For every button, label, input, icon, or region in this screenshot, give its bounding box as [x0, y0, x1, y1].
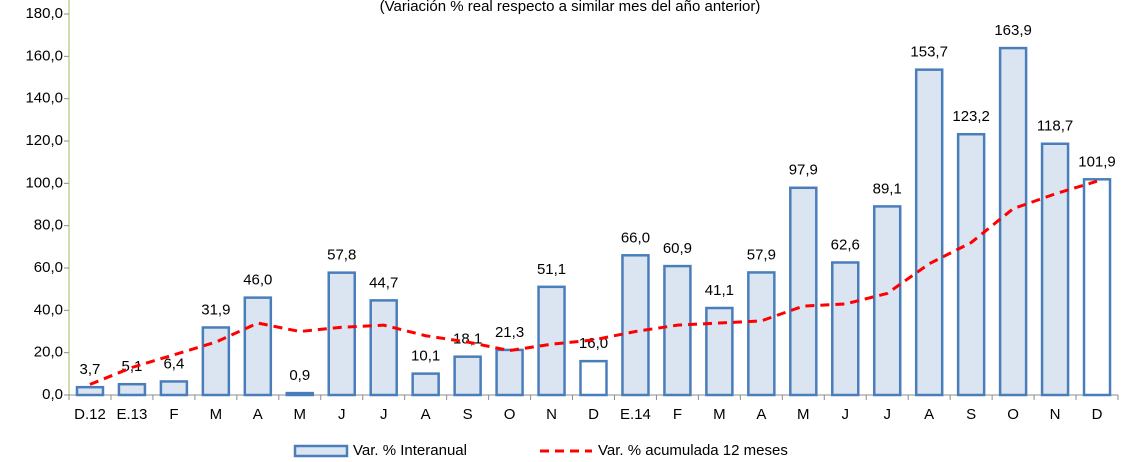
- x-tick-label: F: [673, 406, 682, 423]
- bar: [621, 254, 650, 397]
- bar: [117, 382, 147, 397]
- x-tick-label: D.12: [74, 406, 106, 423]
- value-label: 62,6: [831, 236, 860, 253]
- y-tick-label: 160,0: [25, 47, 63, 64]
- x-tick-label: J: [883, 406, 891, 423]
- value-label: 18,1: [453, 331, 482, 348]
- bar: [872, 205, 902, 397]
- x-tick-label: D: [1092, 406, 1103, 423]
- chart-title: (Variación % real respecto a similar mes…: [380, 0, 761, 15]
- value-label: 21,3: [495, 324, 524, 341]
- y-tick-label: 20,0: [34, 344, 63, 361]
- x-tick-label: M: [713, 406, 726, 423]
- bar: [1040, 142, 1070, 397]
- value-label: 97,9: [789, 162, 818, 179]
- bar: [914, 68, 944, 397]
- value-label: 60,9: [663, 240, 692, 257]
- x-tick-label: S: [463, 406, 473, 423]
- bar: [285, 391, 315, 397]
- bar: [369, 299, 398, 397]
- bar: [327, 271, 356, 397]
- y-tick-label: 60,0: [34, 259, 63, 276]
- value-label: 41,1: [705, 282, 734, 299]
- value-label: 153,7: [910, 44, 948, 61]
- legend-label: Var. % acumulada 12 meses: [598, 442, 788, 459]
- y-tick-label: 100,0: [25, 174, 63, 191]
- x-tick-label: N: [546, 406, 557, 423]
- x-tick-label: J: [338, 406, 346, 423]
- x-tick-label: O: [1007, 406, 1019, 423]
- x-tick-label: F: [169, 406, 178, 423]
- bar: [75, 385, 105, 397]
- x-tick-label: A: [756, 406, 766, 423]
- value-label: 0,9: [289, 367, 310, 384]
- value-label: 118,7: [1037, 118, 1073, 135]
- value-label: 57,8: [327, 247, 356, 264]
- x-tick-label: M: [210, 406, 223, 423]
- bar: [705, 306, 734, 397]
- x-tick-label: E.14: [620, 406, 651, 423]
- bar: [411, 372, 440, 397]
- bar: [663, 264, 692, 397]
- bar: [453, 355, 482, 397]
- y-tick-label: 40,0: [34, 301, 63, 318]
- x-tick-label: S: [966, 406, 976, 423]
- value-label: 44,7: [369, 274, 398, 291]
- bar: [1082, 178, 1112, 397]
- x-tick-label: J: [842, 406, 850, 423]
- bar: [998, 46, 1028, 397]
- legend-swatch: [293, 444, 349, 458]
- value-label: 57,9: [747, 246, 776, 263]
- x-tick-label: E.13: [117, 406, 148, 423]
- x-tick-label: N: [1050, 406, 1061, 423]
- bar: [537, 285, 566, 397]
- value-label: 10,1: [411, 348, 440, 365]
- bar: [789, 186, 818, 397]
- bar: [747, 271, 776, 397]
- bar: [243, 296, 273, 397]
- x-tick-label: D: [588, 406, 599, 423]
- bar: [956, 132, 986, 397]
- line: [89, 179, 1098, 386]
- value-label: 31,9: [201, 301, 230, 318]
- x-tick-label: A: [924, 406, 934, 423]
- bar: [831, 261, 860, 397]
- value-label: 6,4: [163, 355, 184, 372]
- value-label: 66,0: [621, 229, 650, 246]
- y-tick-label: 140,0: [25, 90, 63, 107]
- value-label: 89,1: [873, 180, 902, 197]
- x-tick-label: J: [380, 406, 388, 423]
- bar: [159, 380, 189, 397]
- x-tick-label: A: [421, 406, 431, 423]
- legend-label: Var. % Interanual: [353, 442, 467, 459]
- value-label: 123,2: [952, 108, 990, 125]
- value-label: 51,1: [537, 261, 566, 278]
- y-tick-label: 180,0: [25, 5, 63, 22]
- value-label: 3,7: [80, 361, 101, 378]
- value-label: 163,9: [994, 22, 1032, 39]
- y-tick-label: 0,0: [42, 386, 63, 403]
- y-tick-label: 80,0: [34, 217, 63, 234]
- bar: [495, 348, 524, 397]
- x-tick-label: O: [504, 406, 516, 423]
- x-tick-label: A: [253, 406, 263, 423]
- value-label: 46,0: [243, 272, 272, 289]
- bar: [579, 359, 608, 397]
- value-label: 101,9: [1078, 153, 1116, 170]
- x-tick-label: M: [797, 406, 810, 423]
- y-tick-label: 120,0: [25, 132, 63, 149]
- x-tick-label: M: [294, 406, 307, 423]
